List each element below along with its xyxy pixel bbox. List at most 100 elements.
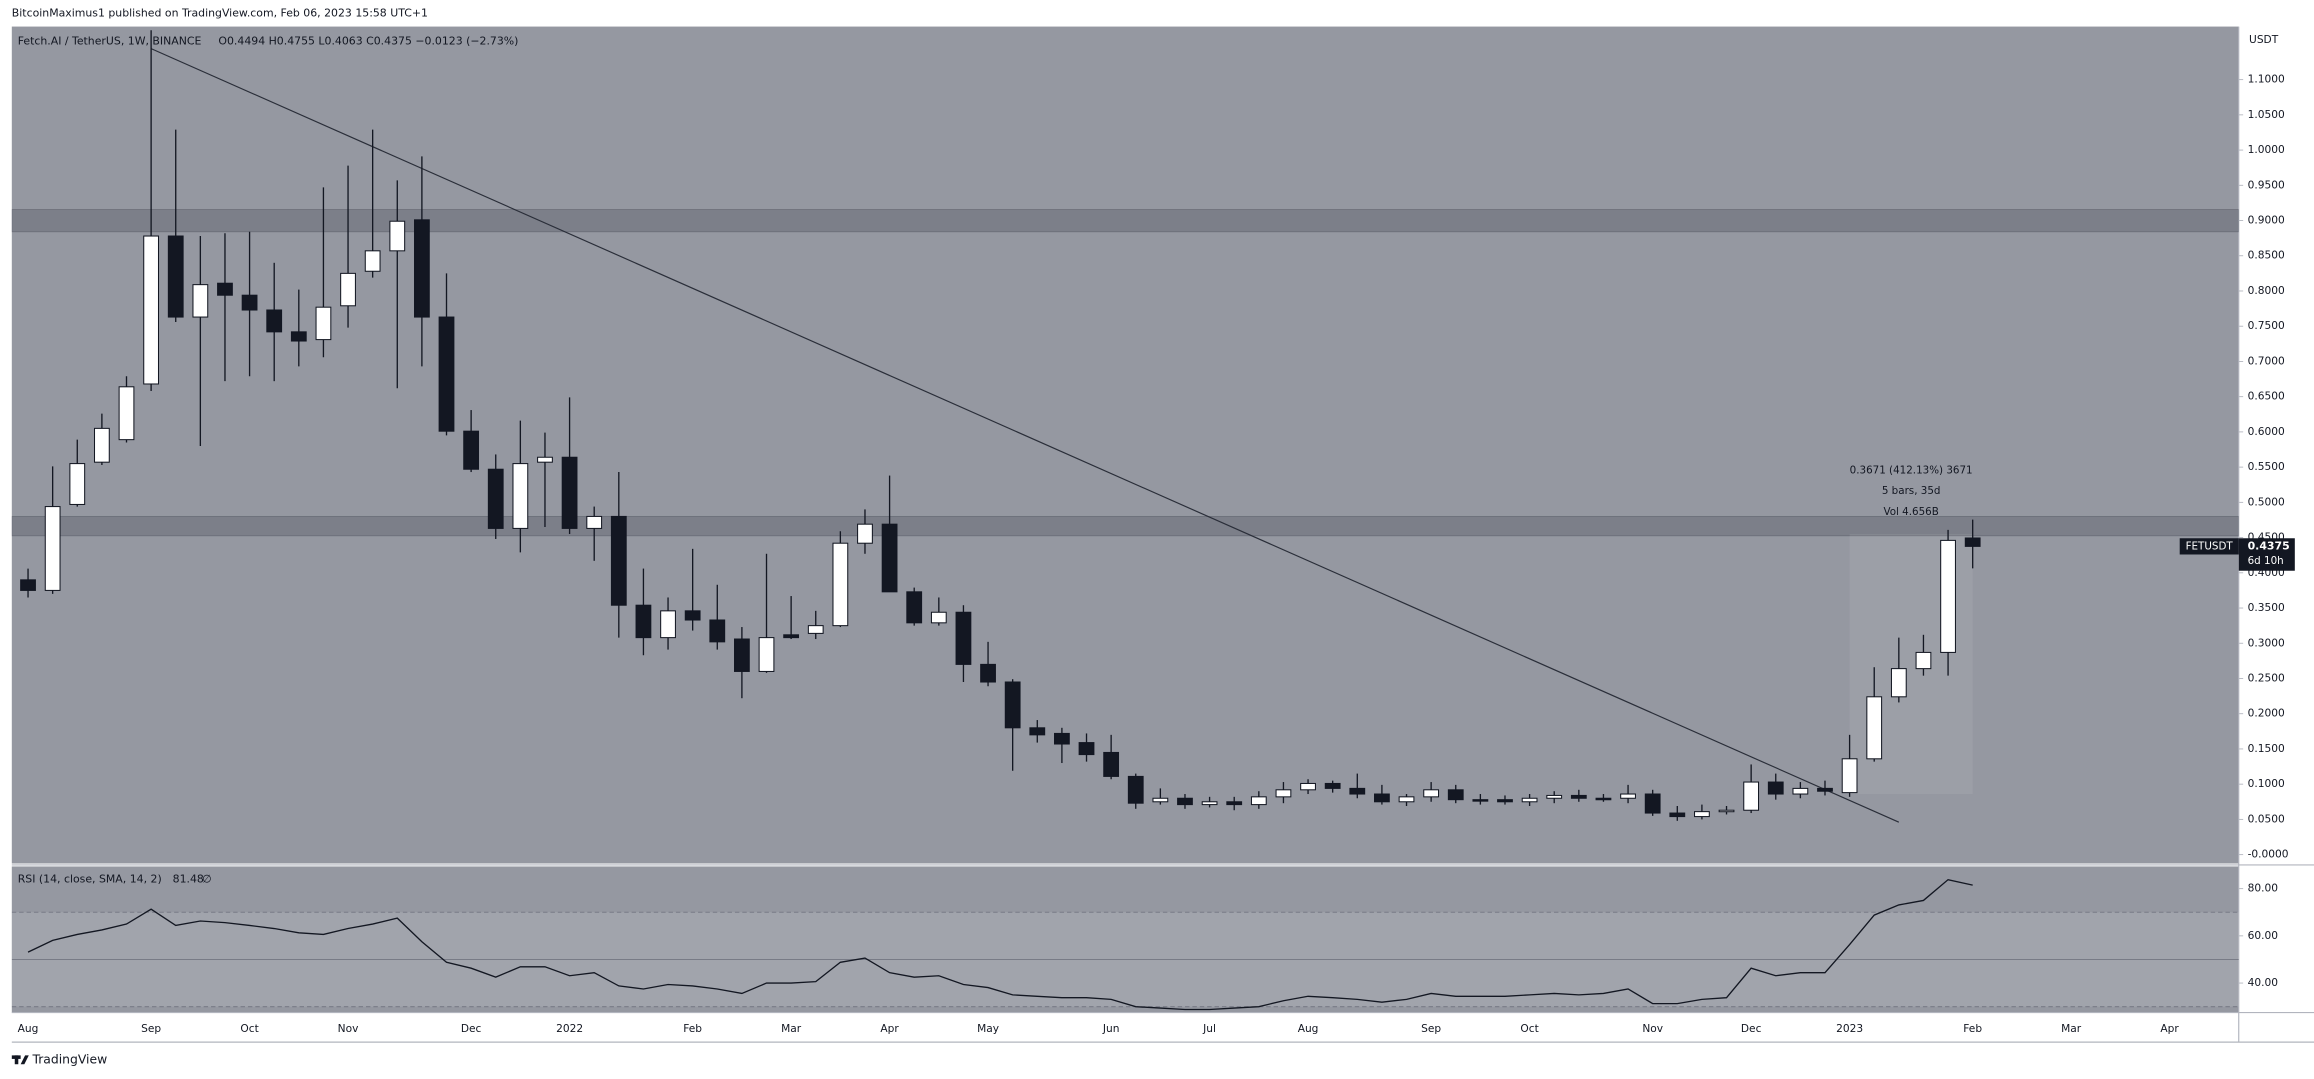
candle-body xyxy=(537,456,553,463)
candle-body xyxy=(1300,782,1316,791)
candle-body xyxy=(1078,742,1095,756)
y-tick-label: 0.8500 xyxy=(2248,249,2285,262)
y-tick-label: -0.0000 xyxy=(2248,848,2289,861)
candle-body xyxy=(1718,809,1735,813)
candle-body xyxy=(1743,781,1760,811)
candle-body xyxy=(684,610,701,621)
candle-body xyxy=(1349,787,1366,795)
candle-body xyxy=(1374,793,1390,803)
axis-unit: USDT xyxy=(2249,33,2279,46)
candle-body xyxy=(1004,681,1021,729)
y-tick-label: 0.2500 xyxy=(2248,671,2285,684)
candle-body xyxy=(1324,782,1341,789)
x-tick-label: May xyxy=(977,1022,999,1035)
candle-body xyxy=(734,638,750,672)
candle-body xyxy=(1226,801,1243,806)
candle-body xyxy=(69,463,86,505)
candle-body xyxy=(1177,797,1193,806)
bar-countdown: 6d 10h xyxy=(2248,555,2284,567)
x-tick-label: Oct xyxy=(1520,1022,1538,1035)
rsi-y-tick-label: 40.00 xyxy=(2248,976,2279,989)
last-price-box xyxy=(2238,538,2295,571)
y-tick-label: 0.1500 xyxy=(2248,742,2285,755)
candle-body xyxy=(1644,793,1661,814)
candle-body xyxy=(512,463,529,529)
candle-body xyxy=(1694,811,1710,818)
candle-body xyxy=(1152,797,1169,803)
candle-body xyxy=(1669,812,1686,818)
measure-annotation: Vol 4.656B xyxy=(1883,506,1938,518)
candle-body xyxy=(1570,794,1587,799)
candle-body xyxy=(413,219,430,318)
candle-body xyxy=(906,591,923,624)
candle-body xyxy=(241,294,258,311)
candle-body xyxy=(1398,796,1415,803)
y-tick-label: 1.0500 xyxy=(2248,108,2285,121)
x-tick-label: Sep xyxy=(1421,1022,1441,1035)
rsi-flag: ∅ xyxy=(202,873,212,886)
candle-body xyxy=(1964,537,1981,547)
y-tick-label: 1.1000 xyxy=(2248,73,2285,86)
candle-body xyxy=(1250,796,1267,806)
candle-body xyxy=(832,542,849,627)
candle-body xyxy=(340,272,356,307)
candle-body xyxy=(389,220,406,252)
x-tick-label: Feb xyxy=(683,1022,702,1035)
x-tick-label: Jun xyxy=(1102,1022,1120,1035)
published-note: BitcoinMaximus1 published on TradingView… xyxy=(12,6,428,19)
ohlc-legend: O0.4494 H0.4755 L0.4063 C0.4375 −0.0123 … xyxy=(218,34,518,47)
rsi-y-tick-label: 80.00 xyxy=(2248,882,2279,895)
candle-body xyxy=(143,235,160,385)
candle-body xyxy=(20,579,36,591)
candle-body xyxy=(1940,539,1956,653)
symbol-label: FETUSDT xyxy=(2186,540,2234,552)
candle-body xyxy=(1103,751,1120,777)
candle-body xyxy=(1620,793,1636,799)
candle-body xyxy=(1275,789,1292,798)
candle-body xyxy=(857,523,873,544)
candle-body xyxy=(1029,727,1046,736)
y-tick-label: 0.0500 xyxy=(2248,812,2285,825)
candle-body xyxy=(586,515,603,529)
measure-annotation: 5 bars, 35d xyxy=(1882,485,1941,497)
candle-body xyxy=(783,634,800,639)
x-tick-label: Mar xyxy=(2061,1022,2082,1035)
y-tick-label: 0.5000 xyxy=(2248,495,2285,508)
y-tick-label: 0.9500 xyxy=(2248,178,2285,191)
y-tick-label: 0.6500 xyxy=(2248,390,2285,403)
candle-body xyxy=(955,611,972,665)
x-tick-label: Nov xyxy=(1642,1022,1663,1035)
rsi-plot xyxy=(11,878,2239,1011)
x-tick-label: Feb xyxy=(1963,1022,1982,1035)
candle-body xyxy=(930,611,947,624)
candle-body xyxy=(610,515,627,606)
y-tick-label: 0.3000 xyxy=(2248,636,2285,649)
x-tick-label: Apr xyxy=(2160,1022,2179,1035)
candle-body xyxy=(881,523,898,593)
x-tick-label: Sep xyxy=(141,1022,161,1035)
candle-body xyxy=(463,430,480,470)
y-tick-label: 0.9000 xyxy=(2248,214,2285,227)
resistance-zone xyxy=(11,515,2239,537)
resistance-zone xyxy=(11,209,2239,233)
candle-body xyxy=(1472,799,1489,802)
tv-logo xyxy=(11,1055,29,1065)
x-tick-label: Jul xyxy=(1202,1022,1216,1035)
y-tick-label: 1.0000 xyxy=(2248,143,2285,156)
x-tick-label: Dec xyxy=(461,1022,482,1035)
x-tick-label: 2023 xyxy=(1836,1022,1863,1035)
candle-body xyxy=(1792,787,1809,795)
rsi-y-tick-label: 60.00 xyxy=(2248,929,2279,942)
candle-body xyxy=(1447,789,1464,801)
x-tick-label: Dec xyxy=(1741,1022,1762,1035)
candle-body xyxy=(1127,775,1144,804)
candle-body xyxy=(980,663,996,683)
symbol-title: Fetch.AI / TetherUS, 1W, BINANCE xyxy=(18,34,202,47)
y-tick-label: 0.1000 xyxy=(2248,777,2285,790)
footer-brand: TradingView xyxy=(31,1051,107,1066)
symbol-box xyxy=(2179,538,2239,555)
rsi-pane xyxy=(11,866,2239,1013)
y-tick-label: 0.5500 xyxy=(2248,460,2285,473)
